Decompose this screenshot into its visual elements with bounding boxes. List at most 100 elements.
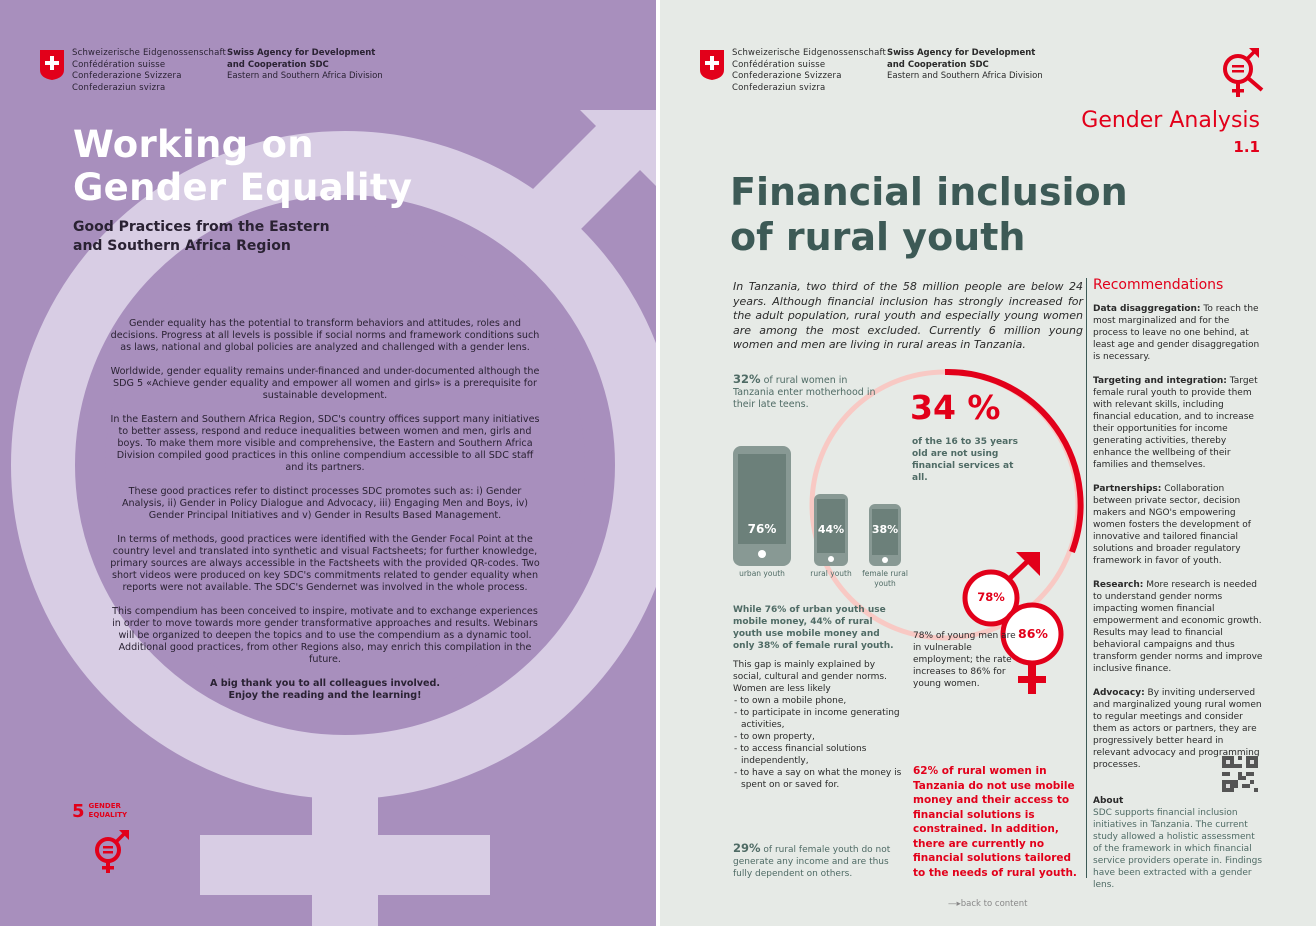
body-paragraph: These good practices refer to distinct p… [121,486,529,521]
recommendation-lead: Advocacy: [1093,688,1145,698]
gap-list: to own a mobile phone, to participate in… [733,695,903,791]
phone-pct: 44% [817,523,845,536]
federation-names: Schweizerische Eidgenossenschaft Confédé… [72,48,227,94]
factsheet-title: Financial inclusion of rural youth [730,170,1150,260]
header-logo-block: Schweizerische Eidgenossenschaft Confédé… [40,48,387,94]
recommendations-heading: Recommendations [1093,277,1224,293]
agency-line: and Cooperation SDC [887,59,989,70]
body-paragraph: Gender equality has the potential to tra… [110,318,540,353]
recommendation-lead: Research: [1093,580,1144,590]
federation-line: Confédération suisse [732,59,826,70]
about-heading: About [1093,796,1124,806]
phone-female-rural-youth: 38% [869,504,901,566]
stat-32-value: 32% [733,372,761,386]
sdg-label: GENDER EQUALITY [88,802,128,819]
stat-29-value: 29% [733,841,761,855]
list-item: to access financial solutions independen… [733,743,903,767]
female-pct: 86% [1018,626,1048,641]
stat-34-value: 34 % [910,388,1001,427]
recommendation-lead: Targeting and integration: [1093,376,1227,386]
recommendation-lead: Partnerships: [1093,484,1162,494]
recommendation-text: Target female rural youth to provide the… [1093,376,1258,470]
mobile-money-text: While 76% of urban youth use mobile mone… [733,605,894,651]
column-divider [1086,278,1087,878]
federation-line: Confederaziun svizra [72,82,166,93]
phone-urban-youth: 76% [733,446,791,566]
phone-pct: 38% [871,523,899,536]
agency-name: Swiss Agency for Development and Coopera… [887,48,1047,94]
left-page: Schweizerische Eidgenossenschaft Confédé… [0,0,656,926]
recommendation-item: Research: More research is needed to und… [1093,579,1263,675]
recommendation-item: Data disaggregation: To reach the most m… [1093,303,1263,363]
qr-code-icon[interactable] [1222,756,1258,792]
title-line: of rural youth [730,215,1026,259]
phone-rural-youth: 44% [814,494,848,566]
agency-line: Swiss Agency for Development [887,48,1036,58]
recommendation-item: Advocacy: By inviting underserved and ma… [1093,687,1263,771]
federation-line: Schweizerische Eidgenossenschaft [72,48,227,58]
agency-line: Swiss Agency for Development [227,48,376,58]
phone-label: female rural youth [862,569,908,588]
page-subtitle: Good Practices from the Eastern and Sout… [73,219,330,254]
male-pct: 78% [977,590,1005,604]
agency-division: Eastern and Southern Africa Division [227,71,383,81]
body-paragraph: Worldwide, gender equality remains under… [110,366,540,401]
thanks-note: A big thank you to all colleagues involv… [110,678,540,702]
recommendation-lead: Data disaggregation: [1093,304,1201,314]
body-paragraph: In terms of methods, good practices were… [110,534,540,593]
stat-32-text: of rural women in Tanzania enter motherh… [733,375,876,410]
vulnerable-employment-text: 78% of young men are in vulnerable emplo… [913,631,1016,689]
recommendation-item: Partnerships: Collaboration between priv… [1093,483,1263,567]
header-logo-block: Schweizerische Eidgenossenschaft Confédé… [700,48,1047,94]
body-paragraph: This compendium has been conceived to in… [112,606,538,665]
stat-62-text: 62% of rural women in Tanzania do not us… [913,765,1077,879]
list-item: to own a mobile phone, [733,695,903,707]
intro-body: Gender equality has the potential to tra… [110,318,540,702]
sdg5-badge: 5 GENDER EQUALITY [72,802,129,822]
arrow-right-icon: —▸ [948,899,961,909]
federation-line: Confederazione Svizzera [72,71,182,81]
recommendation-text: By inviting underserved and marginalized… [1093,688,1262,770]
stat-34-text: of the 16 to 35 years old are not using … [912,437,1018,483]
agency-name: Swiss Agency for Development and Coopera… [227,48,387,94]
category-title: Gender Analysis [1081,108,1260,133]
list-item: to have a say on what the money is spent… [733,767,903,791]
title-line: Working on [73,123,314,166]
gender-analysis-icon [1223,48,1264,97]
gap-explanation: This gap is mainly explained by social, … [733,659,903,791]
title-line: Financial inclusion [730,170,1128,214]
federation-line: Confederaziun svizra [732,82,826,93]
list-item: to own property, [733,731,903,743]
statistics-graphic [809,368,1084,694]
stat-32-block: 32% of rural women in Tanzania enter mot… [733,372,883,410]
federation-line: Confederazione Svizzera [732,71,842,81]
back-to-content-link[interactable]: —▸back to content [948,899,1027,909]
recommendation-text: Collaboration between private sector, de… [1093,484,1251,566]
thanks-line: Enjoy the reading and the learning! [228,690,422,701]
recommendation-text: More research is needed to understand ge… [1093,580,1263,674]
body-paragraph: In the Eastern and Southern Africa Regio… [110,414,540,473]
federation-line: Confédération suisse [72,59,166,70]
phone-label: rural youth [810,569,852,578]
gap-intro: This gap is mainly explained by social, … [733,660,887,694]
recommendations: Recommendations Data disaggregation: To … [1093,276,1263,783]
phone-pct: 76% [747,522,777,536]
page-title: Working on Gender Equality [73,123,412,209]
gender-equality-icon [95,830,129,873]
list-item: to participate in income generating acti… [733,707,903,731]
agency-division: Eastern and Southern Africa Division [887,71,1043,81]
title-line: Gender Equality [73,166,413,209]
phone-label: urban youth [739,569,785,578]
sdg-number: 5 [72,801,85,822]
federation-line: Schweizerische Eidgenossenschaft [732,48,887,58]
back-link-label: back to content [960,899,1028,909]
swiss-flag-icon [40,50,64,80]
thanks-line: A big thank you to all colleagues involv… [209,678,441,689]
intro-text: In Tanzania, two third of the 58 million… [733,280,1083,352]
stat-29-text: of rural female youth do not generate an… [733,845,891,879]
recommendation-item: Targeting and integration: Target female… [1093,375,1263,471]
category-number: 1.1 [1233,138,1260,156]
agency-line: and Cooperation SDC [227,59,329,70]
about-section: About SDC supports financial inclusion i… [1093,795,1265,891]
stat-29-block: 29% of rural female youth do not generat… [733,842,908,880]
